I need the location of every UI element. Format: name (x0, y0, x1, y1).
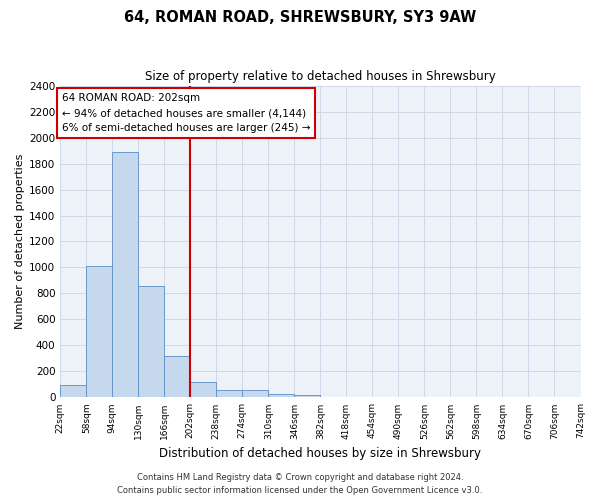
Text: 64, ROMAN ROAD, SHREWSBURY, SY3 9AW: 64, ROMAN ROAD, SHREWSBURY, SY3 9AW (124, 10, 476, 25)
Bar (60, 385, 86, 398)
Title: Size of property relative to detached houses in Shrewsbury: Size of property relative to detached ho… (145, 70, 496, 83)
Text: 64 ROMAN ROAD: 202sqm
← 94% of detached houses are smaller (4,144)
6% of semi-de: 64 ROMAN ROAD: 202sqm ← 94% of detached … (62, 94, 310, 133)
Bar (217, 390, 242, 398)
Y-axis label: Number of detached properties: Number of detached properties (15, 154, 25, 329)
Bar (164, 356, 190, 398)
Bar (112, 152, 139, 398)
Bar (139, 286, 164, 398)
Text: Contains HM Land Registry data © Crown copyright and database right 2024.
Contai: Contains HM Land Registry data © Crown c… (118, 474, 482, 495)
Bar (295, 395, 320, 398)
Bar (242, 390, 268, 398)
X-axis label: Distribution of detached houses by size in Shrewsbury: Distribution of detached houses by size … (160, 447, 481, 460)
Bar (268, 394, 295, 398)
Bar (190, 382, 217, 398)
Bar (86, 266, 112, 398)
